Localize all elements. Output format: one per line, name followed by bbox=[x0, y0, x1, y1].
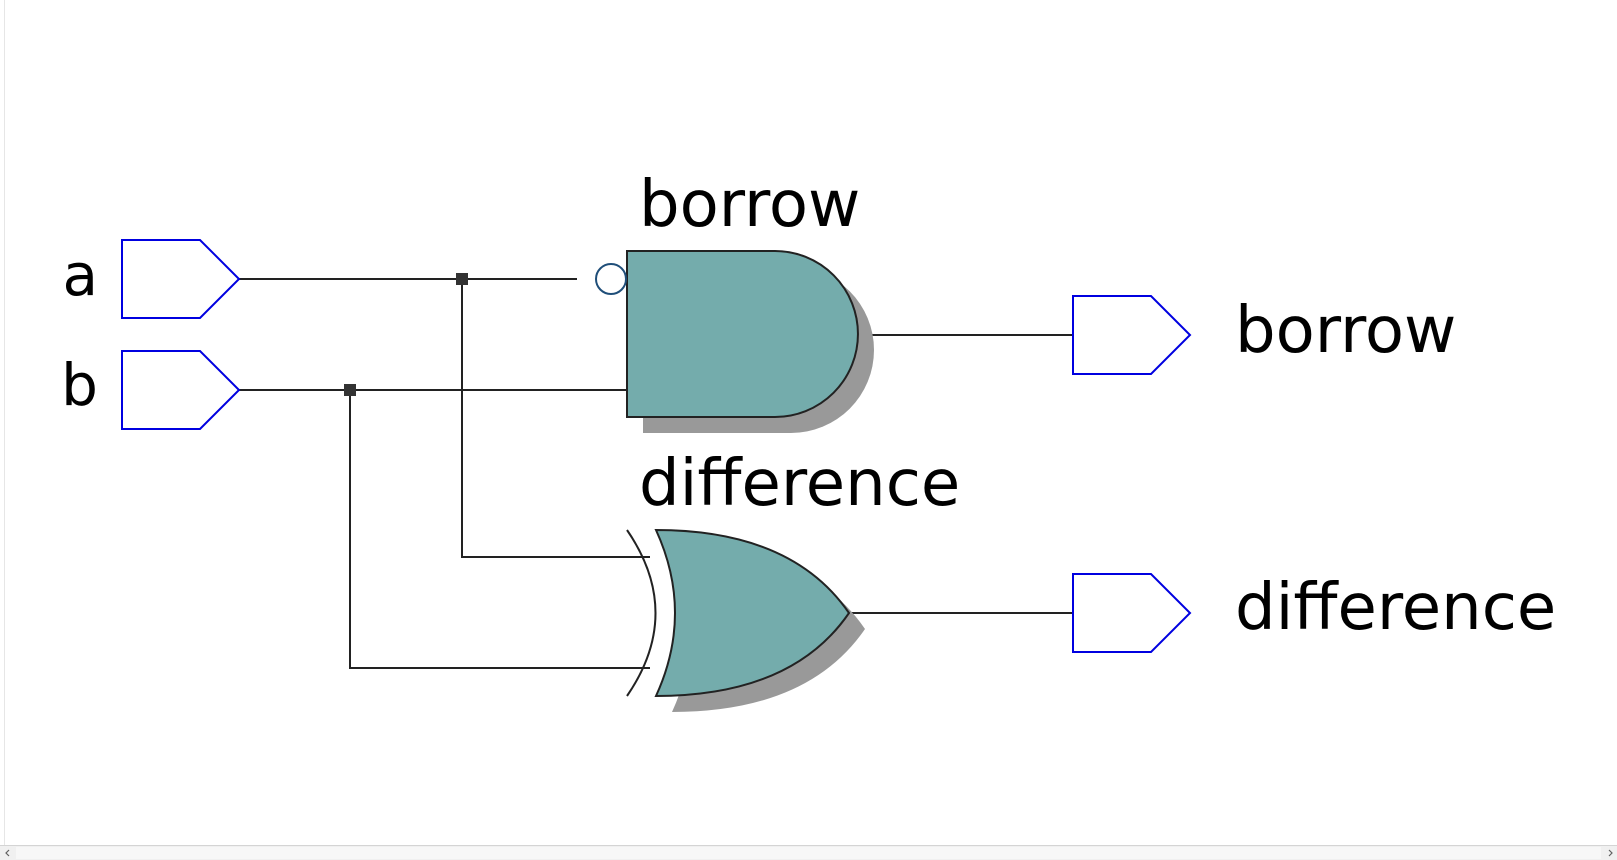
output-port-difference-label: difference bbox=[1235, 571, 1556, 645]
junction-dot-b bbox=[344, 384, 356, 396]
difference-gate-label: difference bbox=[639, 447, 960, 521]
input-port-a[interactable] bbox=[121, 239, 241, 319]
xor-gate-back-curve bbox=[626, 529, 657, 697]
xor-gate-difference[interactable] bbox=[626, 528, 865, 712]
input-port-a-label: a bbox=[62, 241, 98, 309]
output-port-difference[interactable] bbox=[1072, 573, 1192, 653]
wire-b-to-difference-gate[interactable] bbox=[349, 390, 650, 669]
and-gate-body bbox=[626, 250, 859, 418]
inversion-bubble-icon bbox=[595, 263, 627, 295]
input-port-b-label: b bbox=[61, 351, 98, 419]
scrollbar-track[interactable] bbox=[16, 847, 1601, 859]
scroll-right-arrow-icon[interactable] bbox=[1602, 846, 1617, 860]
junction-dot-a bbox=[456, 273, 468, 285]
xor-gate-body bbox=[654, 528, 851, 698]
input-port-b[interactable] bbox=[121, 350, 241, 430]
output-port-borrow[interactable] bbox=[1072, 295, 1192, 375]
and-gate-borrow[interactable] bbox=[595, 250, 874, 433]
wires bbox=[239, 278, 1073, 669]
left-border bbox=[4, 0, 5, 845]
scroll-left-arrow-icon[interactable] bbox=[0, 846, 15, 860]
output-port-borrow-label: borrow bbox=[1235, 294, 1456, 368]
wire-a-to-difference-gate[interactable] bbox=[461, 279, 650, 558]
borrow-gate-label: borrow bbox=[639, 168, 860, 242]
horizontal-scrollbar[interactable] bbox=[0, 845, 1617, 860]
scrollbar-thumb[interactable] bbox=[16, 847, 1601, 859]
